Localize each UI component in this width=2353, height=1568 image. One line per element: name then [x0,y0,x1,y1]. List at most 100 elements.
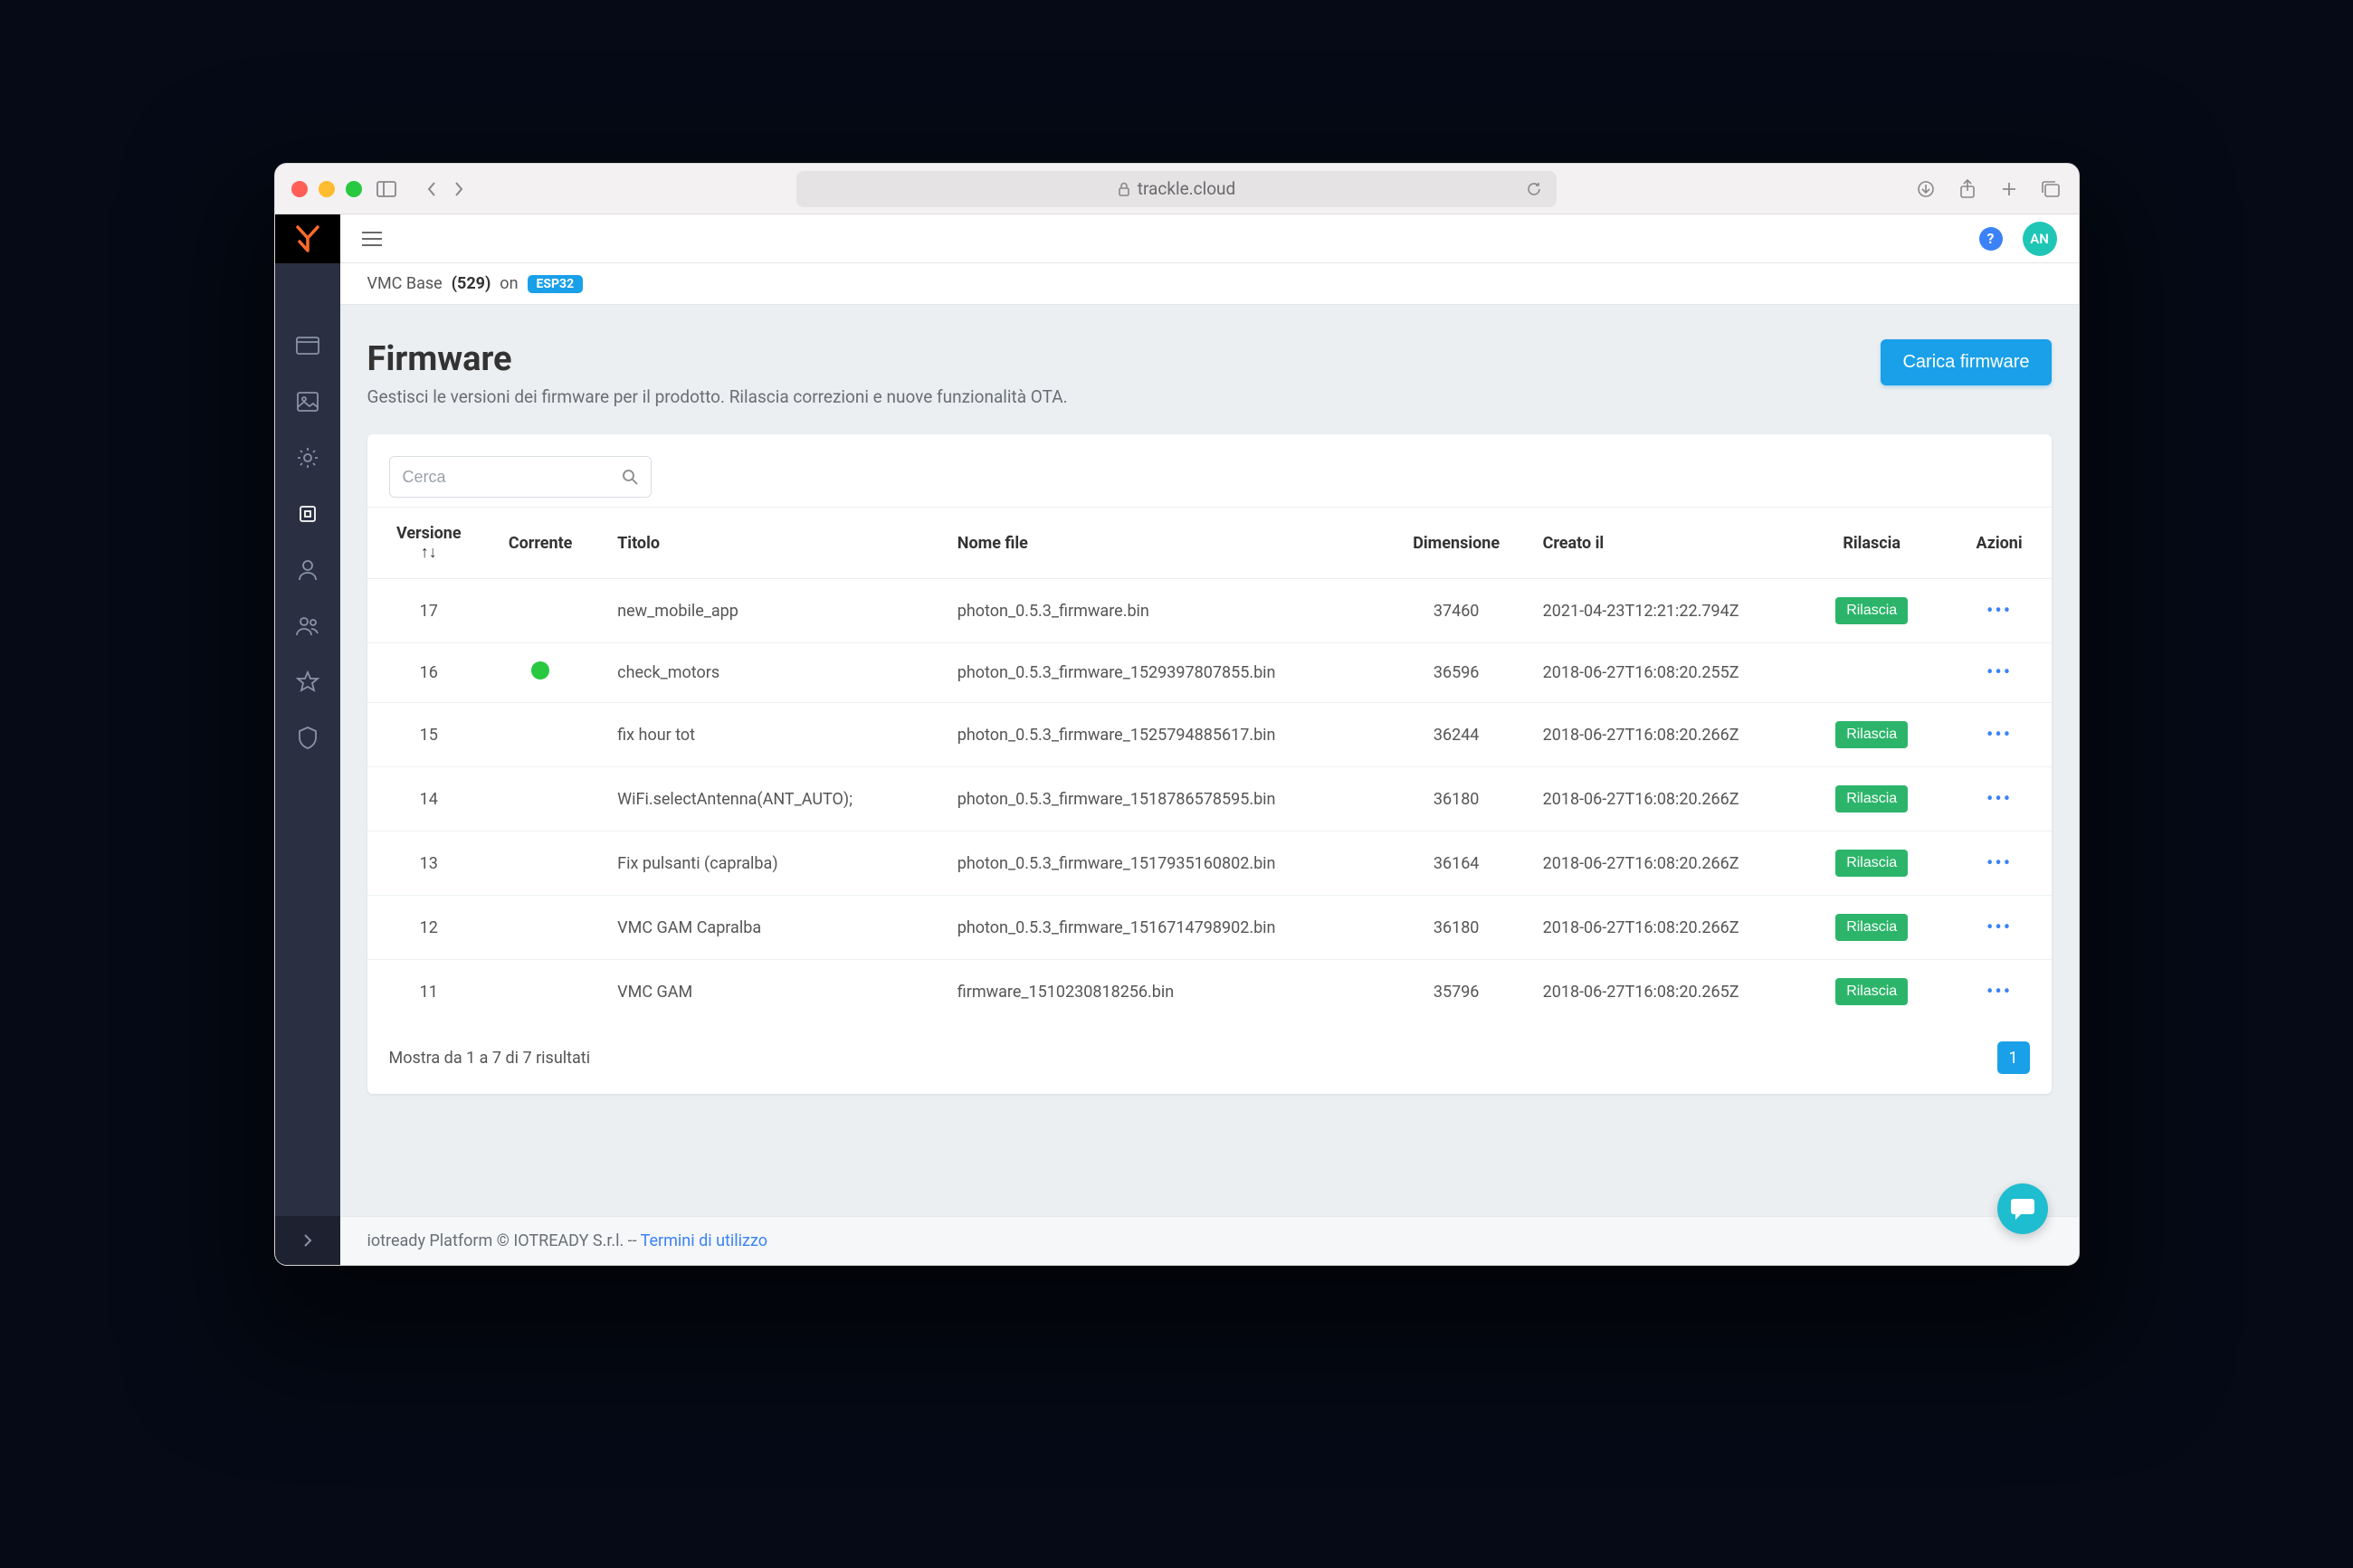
th-created[interactable]: Creato il [1532,508,1796,579]
sidebar-item-security[interactable] [275,710,340,766]
table-row: 15fix hour totphoton_0.5.3_firmware_1525… [367,703,2052,767]
release-button[interactable]: Rilascia [1835,721,1908,748]
cell-size: 36180 [1381,767,1532,832]
th-current[interactable]: Corrente [474,508,606,579]
release-button[interactable]: Rilascia [1835,850,1908,877]
topbar-right: ? AN [1979,222,2057,256]
th-size[interactable]: Dimensione [1381,508,1532,579]
cell-current [474,643,606,703]
cell-release [1796,643,1948,703]
cell-size: 37460 [1381,579,1532,643]
browser-window: trackle.cloud [274,163,2080,1266]
minimize-window-icon[interactable] [319,181,335,197]
lock-icon [1118,182,1130,196]
browser-chrome: trackle.cloud [275,164,2079,214]
th-filename[interactable]: Nome file [947,508,1381,579]
share-icon[interactable] [1956,177,1979,201]
row-actions-icon[interactable]: ••• [1986,724,2012,746]
cell-actions: ••• [1948,767,2052,832]
cell-title: check_motors [606,643,947,703]
th-release[interactable]: Rilascia [1796,508,1948,579]
table-row: 17new_mobile_appphoton_0.5.3_firmware.bi… [367,579,2052,643]
back-icon[interactable] [420,177,443,201]
footer-link[interactable]: Termini di utilizzo [641,1231,767,1250]
th-title[interactable]: Titolo [606,508,947,579]
search-input[interactable] [403,468,613,487]
cell-filename: photon_0.5.3_firmware_1517935160802.bin [947,832,1381,896]
cell-version: 15 [367,703,475,767]
cell-current [474,960,606,1024]
menu-toggle-icon[interactable] [362,232,382,246]
sidebar-item-firmware[interactable] [275,486,340,542]
release-button[interactable]: Rilascia [1835,978,1908,1005]
cell-version: 13 [367,832,475,896]
sidebar-item-star[interactable] [275,654,340,710]
cell-title: VMC GAM [606,960,947,1024]
row-actions-icon[interactable]: ••• [1986,917,2012,939]
tabs-icon[interactable] [2039,177,2062,201]
row-actions-icon[interactable]: ••• [1986,788,2012,811]
cell-created: 2018-06-27T16:08:20.266Z [1532,703,1796,767]
row-actions-icon[interactable]: ••• [1986,981,2012,1003]
cell-version: 12 [367,896,475,960]
app: ? AN VMC Base (529) on ESP32 Firmware Ge… [275,214,2079,1265]
cell-filename: photon_0.5.3_firmware_1516714798902.bin [947,896,1381,960]
sidebar-toggle-icon[interactable] [375,177,398,201]
close-window-icon[interactable] [291,181,308,197]
sidebar-item-cards[interactable] [275,318,340,374]
cell-filename: photon_0.5.3_firmware_1529397807855.bin [947,643,1381,703]
row-actions-icon[interactable]: ••• [1986,661,2012,684]
chat-widget[interactable] [1997,1183,2048,1234]
cell-actions: ••• [1948,643,2052,703]
sidebar-item-settings[interactable] [275,430,340,486]
search-icon [622,469,638,485]
cell-current [474,703,606,767]
release-button[interactable]: Rilascia [1835,914,1908,941]
release-button[interactable]: Rilascia [1835,785,1908,813]
cell-created: 2018-06-27T16:08:20.266Z [1532,896,1796,960]
cell-release: Rilascia [1796,767,1948,832]
cell-filename: photon_0.5.3_firmware_1525794885617.bin [947,703,1381,767]
cell-filename: photon_0.5.3_firmware_1518786578595.bin [947,767,1381,832]
th-actions[interactable]: Azioni [1948,508,2052,579]
cell-version: 16 [367,643,475,703]
upload-firmware-button[interactable]: Carica firmware [1881,339,2051,385]
sidebar [275,214,340,1265]
nav-arrows [420,177,471,201]
search-box[interactable] [389,456,652,498]
th-version[interactable]: Versione ↑↓ [367,508,475,579]
cell-size: 36180 [1381,896,1532,960]
table-row: 13Fix pulsanti (capralba)photon_0.5.3_fi… [367,832,2052,896]
page-title: Firmware [367,339,1068,379]
cell-actions: ••• [1948,579,2052,643]
cell-created: 2018-06-27T16:08:20.266Z [1532,767,1796,832]
address-bar[interactable]: trackle.cloud [796,171,1557,207]
cell-release: Rilascia [1796,832,1948,896]
sidebar-item-images[interactable] [275,374,340,430]
sidebar-expand[interactable] [275,1216,340,1265]
cell-created: 2018-06-27T16:08:20.266Z [1532,832,1796,896]
avatar[interactable]: AN [2023,222,2057,256]
cell-version: 14 [367,767,475,832]
row-actions-icon[interactable]: ••• [1986,852,2012,875]
row-actions-icon[interactable]: ••• [1986,600,2012,622]
release-button[interactable]: Rilascia [1835,597,1908,624]
cell-title: new_mobile_app [606,579,947,643]
logo[interactable] [275,214,340,263]
topbar: ? AN [340,214,2079,263]
content: Firmware Gestisci le versioni dei firmwa… [340,305,2079,1216]
download-icon[interactable] [1914,177,1938,201]
forward-icon[interactable] [447,177,471,201]
cell-version: 11 [367,960,475,1024]
help-icon[interactable]: ? [1979,227,2003,251]
sidebar-item-user[interactable] [275,542,340,598]
sidebar-item-users[interactable] [275,598,340,654]
page-button[interactable]: 1 [1997,1041,2030,1074]
maximize-window-icon[interactable] [346,181,362,197]
cell-version: 17 [367,579,475,643]
refresh-icon[interactable] [1522,177,1546,201]
cell-release: Rilascia [1796,960,1948,1024]
new-tab-icon[interactable] [1997,177,2021,201]
cell-current [474,832,606,896]
platform-chip: ESP32 [528,275,584,293]
